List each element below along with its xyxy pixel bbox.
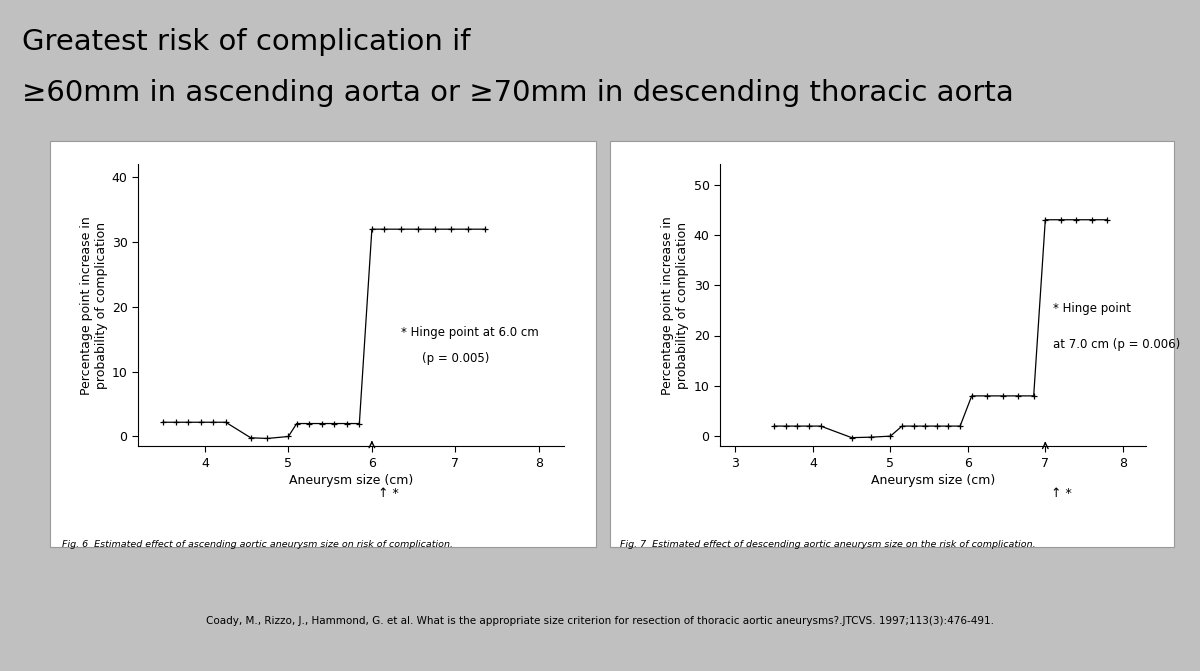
Y-axis label: Percentage point increase in
probability of complication: Percentage point increase in probability… xyxy=(661,216,690,395)
X-axis label: Aneurysm size (cm): Aneurysm size (cm) xyxy=(289,474,413,486)
Text: ↑ *: ↑ * xyxy=(1051,486,1072,500)
Text: at 7.0 cm (p = 0.006): at 7.0 cm (p = 0.006) xyxy=(1054,338,1181,350)
Text: Fig. 7  Estimated effect of descending aortic aneurysm size on the risk of compl: Fig. 7 Estimated effect of descending ao… xyxy=(620,540,1036,549)
Text: ≥60mm in ascending aorta or ≥70mm in descending thoracic aorta: ≥60mm in ascending aorta or ≥70mm in des… xyxy=(22,79,1013,107)
Text: * Hinge point: * Hinge point xyxy=(1054,303,1132,315)
X-axis label: Aneurysm size (cm): Aneurysm size (cm) xyxy=(871,474,995,486)
Text: Coady, M., Rizzo, J., Hammond, G. et al. What is the appropriate size criterion : Coady, M., Rizzo, J., Hammond, G. et al.… xyxy=(206,616,994,625)
Text: ↑ *: ↑ * xyxy=(378,486,398,500)
Text: Greatest risk of complication if: Greatest risk of complication if xyxy=(22,28,470,56)
Text: (p = 0.005): (p = 0.005) xyxy=(422,352,490,365)
Text: * Hinge point at 6.0 cm: * Hinge point at 6.0 cm xyxy=(401,326,539,340)
Y-axis label: Percentage point increase in
probability of complication: Percentage point increase in probability… xyxy=(79,216,108,395)
Text: Fig. 6  Estimated effect of ascending aortic aneurysm size on risk of complicati: Fig. 6 Estimated effect of ascending aor… xyxy=(62,540,454,549)
